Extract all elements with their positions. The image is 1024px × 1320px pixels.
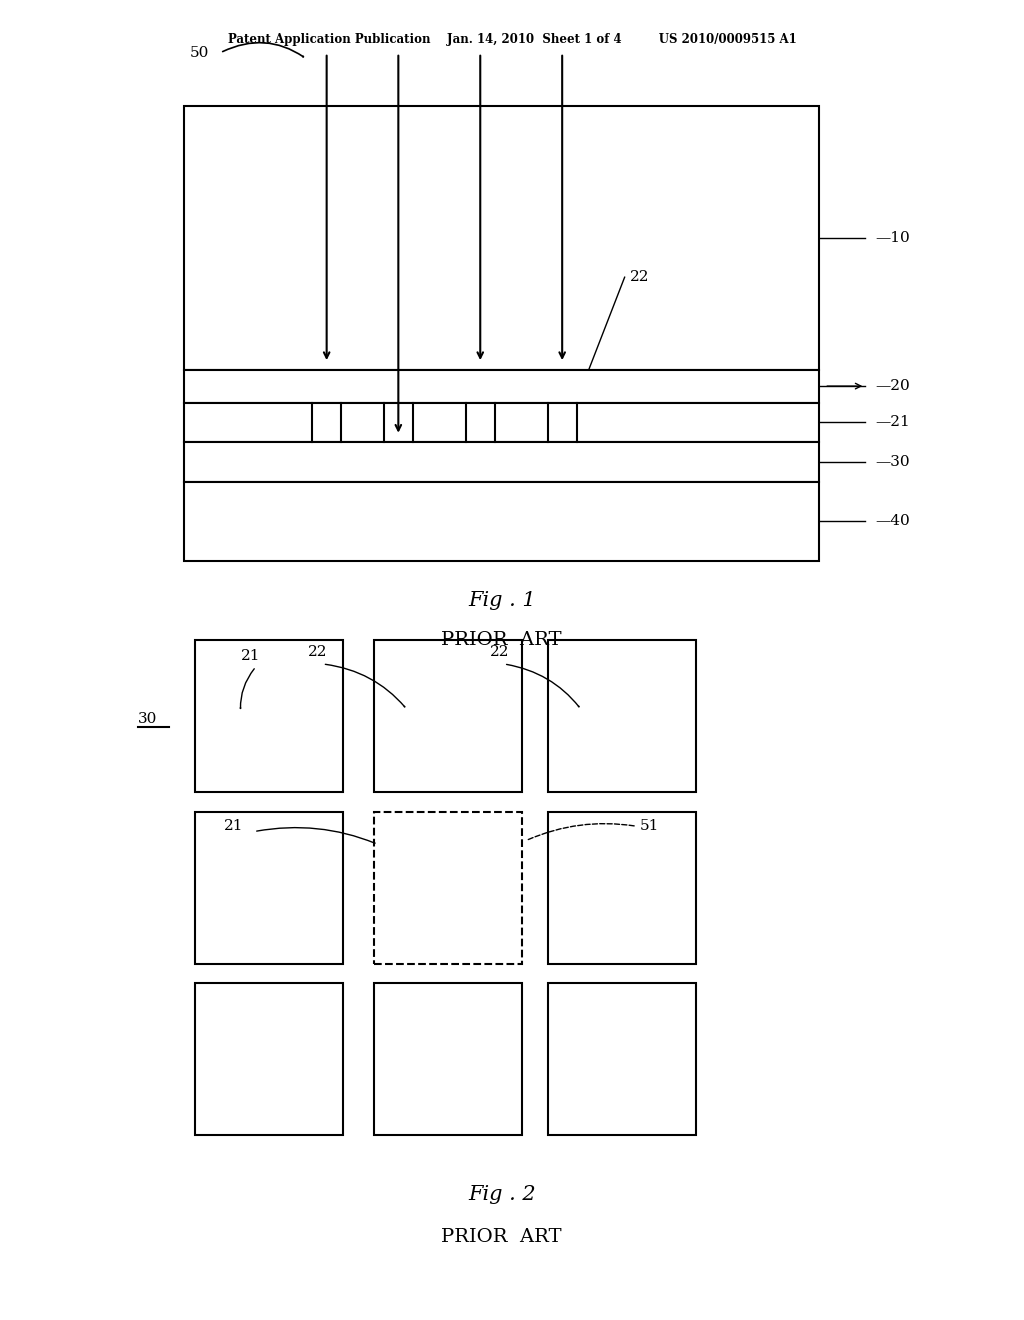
Text: Fig . 2: Fig . 2 (468, 1185, 536, 1204)
Text: —40: —40 (876, 515, 910, 528)
Bar (184, 403, 819, 442)
Text: 22: 22 (307, 645, 328, 659)
Bar (374, 812, 522, 964)
Bar (374, 640, 522, 792)
Text: Patent Application Publication    Jan. 14, 2010  Sheet 1 of 4         US 2010/00: Patent Application Publication Jan. 14, … (227, 33, 797, 46)
Bar (195, 812, 343, 964)
Bar (195, 640, 343, 792)
Text: —30: —30 (876, 455, 910, 469)
Text: 50: 50 (189, 46, 209, 61)
Text: 51: 51 (640, 820, 659, 833)
FancyArrowPatch shape (257, 828, 375, 843)
Bar (548, 983, 696, 1135)
Bar (184, 370, 819, 403)
Text: 30: 30 (138, 713, 158, 726)
Text: 22: 22 (489, 645, 510, 659)
Text: —21: —21 (876, 416, 910, 429)
Text: PRIOR  ART: PRIOR ART (441, 1228, 562, 1246)
Bar (184, 482, 819, 561)
Text: —20: —20 (876, 379, 910, 393)
Text: —10: —10 (876, 231, 910, 244)
Bar (184, 442, 819, 482)
Bar (195, 983, 343, 1135)
Bar (548, 640, 696, 792)
FancyArrowPatch shape (222, 42, 303, 57)
Text: 22: 22 (630, 271, 649, 284)
Text: PRIOR  ART: PRIOR ART (441, 631, 562, 649)
Bar (374, 983, 522, 1135)
FancyArrowPatch shape (326, 664, 404, 708)
Text: 21: 21 (241, 649, 261, 663)
Bar (548, 812, 696, 964)
FancyArrowPatch shape (507, 664, 579, 706)
Text: 21: 21 (223, 820, 244, 833)
FancyArrowPatch shape (241, 669, 254, 709)
Bar (184, 106, 819, 370)
Text: Fig . 1: Fig . 1 (468, 591, 536, 610)
FancyArrowPatch shape (527, 824, 634, 840)
